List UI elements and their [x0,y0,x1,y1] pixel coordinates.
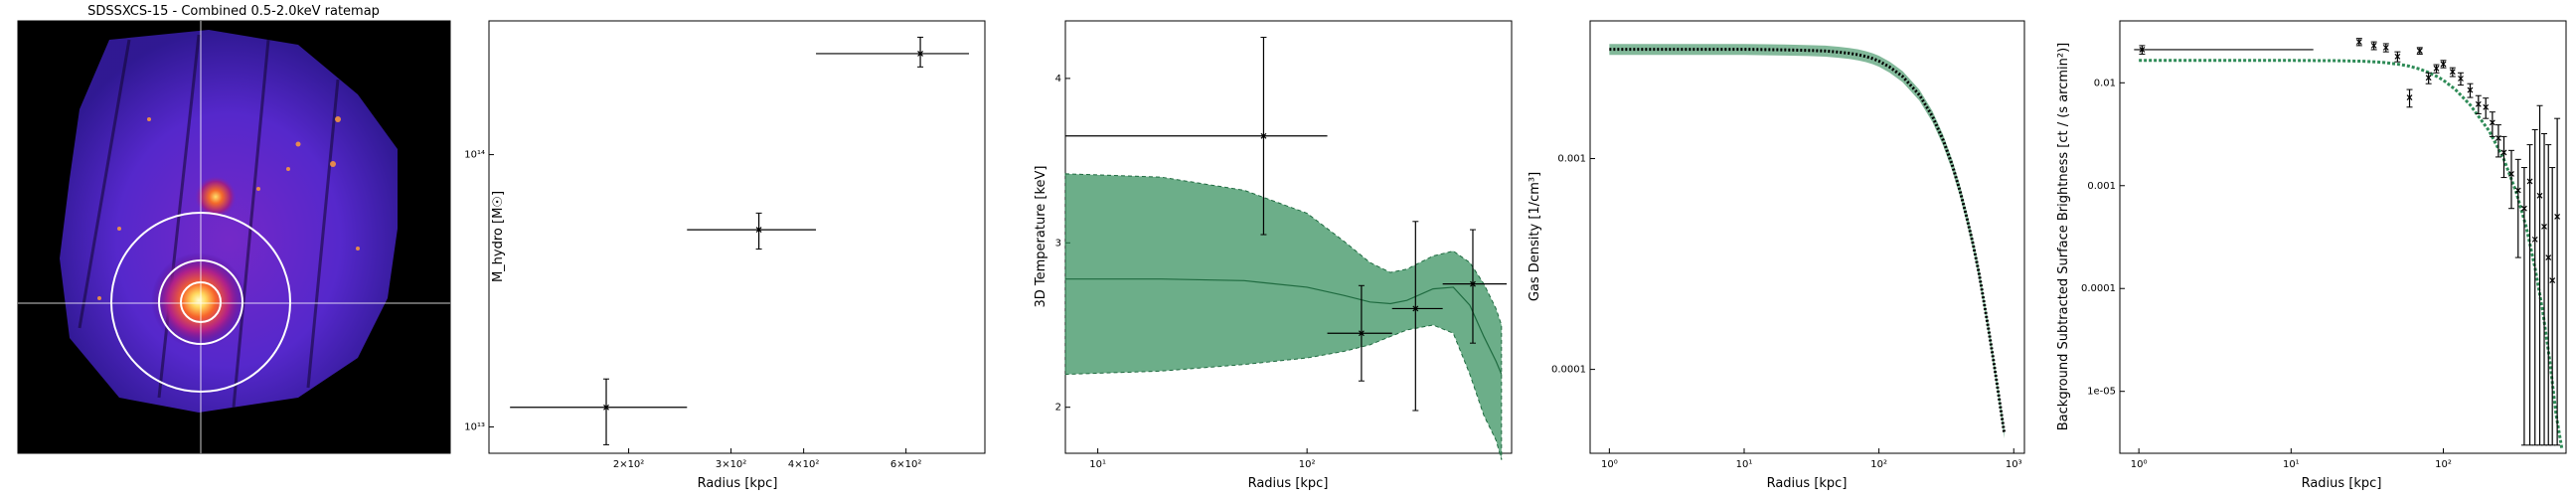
brightness-xlabel: Radius [kpc] [2302,476,2382,491]
x-tick-label: 10² [1870,459,1887,470]
y-tick-label: 10¹⁴ [464,150,485,161]
x-tick-label: 10² [2435,459,2452,470]
model-line [2139,59,2564,449]
data-point [2406,94,2413,100]
data-point [2545,254,2552,261]
brightness-plot: 10⁰ 10¹ 10² 1e-05 0.0001 0.001 0.01 [2081,38,2564,470]
data-point [2440,61,2447,68]
y-tick-label: 0.001 [1557,154,1586,165]
data-point [2526,178,2533,185]
data-point [2449,69,2456,76]
x-tick-label: 10¹ [1736,459,1753,470]
data-point [2433,65,2440,72]
density-profile [1609,48,2007,433]
x-tick-label: 3×10² [716,459,746,470]
y-tick-label: 1e-05 [2087,387,2116,398]
data-point [2416,48,2423,54]
density-plot: 10⁰ 10¹ 10² 10³ 0.0001 0.001 [1551,44,2022,470]
data-point [1470,280,1476,287]
density-xlabel: Radius [kpc] [1767,476,1848,491]
data-point [2531,236,2538,243]
x-tick-label: 10⁰ [2131,459,2148,470]
data-point [2554,213,2561,220]
ratemap-title: SDSSXCS-15 - Combined 0.5-2.0keV ratemap [87,4,380,19]
data-point [2458,76,2464,82]
brightness-plot-frame [2119,20,2567,454]
density-ylabel: Gas Density [1/cm³] [1528,172,1542,301]
mass-plot: 2×10² 3×10² 4×10² 6×10² 10¹³ 10¹⁴ [464,36,970,470]
data-point [2500,149,2507,156]
data-point [2394,53,2401,60]
data-point [1358,330,1365,337]
ratemap-point-sources [97,116,360,300]
x-tick-label: 6×10² [890,459,921,470]
y-tick-label: 2 [1055,403,1061,414]
density-plot-frame [1589,20,2025,454]
x-tick-label: 10² [1299,459,1316,470]
data-point [2508,171,2514,177]
data-point [917,51,923,57]
ratemap-frame [17,20,451,454]
mass-xlabel: Radius [kpc] [698,476,778,491]
temperature-xlabel: Radius [kpc] [1248,476,1329,491]
data-point [2382,44,2389,51]
data-point [2549,277,2556,283]
data-point [2355,39,2362,46]
x-tick-label: 2×10² [613,459,644,470]
ratemap-image [18,21,450,453]
data-point [2514,187,2521,194]
model-line [1065,278,1503,375]
y-tick-label: 4 [1055,74,1061,84]
mass-ylabel: M_hydro [M☉] [491,191,506,282]
ratemap-field [60,30,398,413]
brightness-ylabel: Background Subtracted Surface Brightness… [2056,43,2071,430]
y-tick-label: 3 [1055,238,1061,249]
x-tick-label: 10⁰ [1601,459,1618,470]
data-point [2467,86,2474,93]
data-point [2541,224,2547,230]
model-band [1609,44,2005,439]
data-point [2520,205,2527,212]
data-point [603,404,609,411]
x-tick-label: 10¹ [2283,459,2300,470]
x-tick-label: 10³ [2006,459,2022,470]
mass-plot-frame [488,20,986,454]
ratemap-annuli [110,212,291,393]
data-point [2483,103,2490,110]
data-point [2139,47,2146,53]
ratemap-cluster-core [151,252,246,348]
y-tick-label: 0.01 [2094,78,2116,88]
temperature-ylabel: 3D Temperature [keV] [1034,166,1048,308]
x-tick-label: 10¹ [1089,459,1106,470]
x-tick-label: 4×10² [788,459,819,470]
data-point [2370,42,2377,49]
y-tick-label: 0.0001 [1551,365,1586,376]
ratemap-bright-source [194,175,238,219]
data-point [755,227,762,234]
model-uncertainty-band [1064,173,1503,460]
data-point [2536,192,2543,199]
data-point [2495,134,2501,141]
y-tick-label: 0.0001 [2081,283,2116,294]
data-point [1260,132,1267,139]
data-point [2475,100,2482,107]
data-point [2425,75,2432,82]
data-point [1412,305,1419,312]
y-tick-label: 0.001 [2087,181,2116,192]
temperature-plot: 10¹ 10² 2 3 4 [1055,37,1508,470]
y-tick-label: 10¹³ [464,421,485,432]
ratemap-crosshair [18,21,450,453]
data-point [2489,119,2496,126]
